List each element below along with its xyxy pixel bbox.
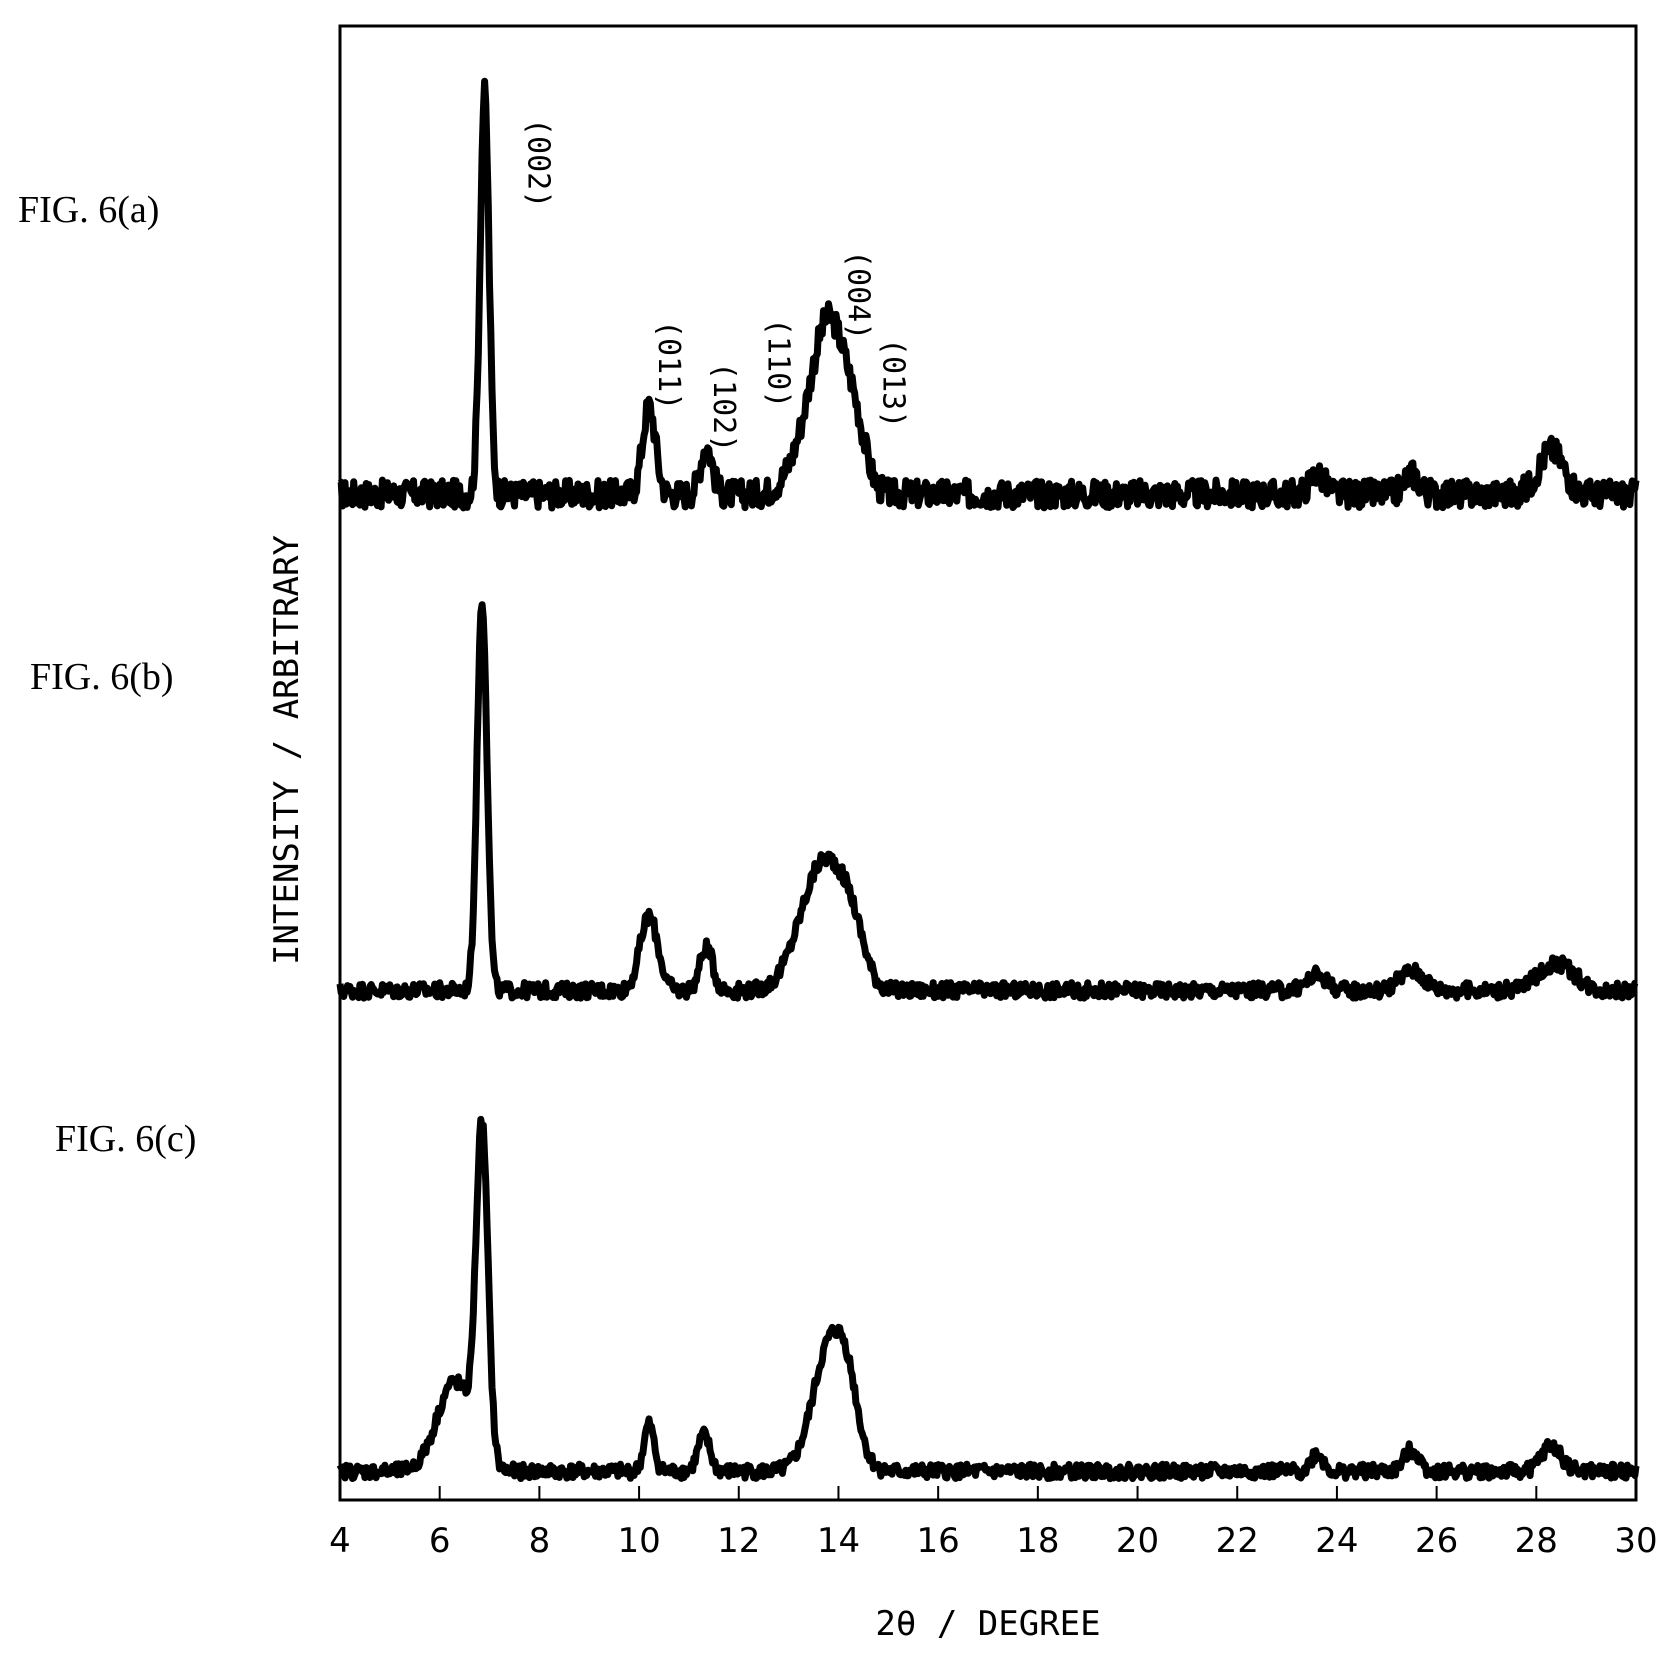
x-tick-label: 18 bbox=[1016, 1521, 1059, 1561]
x-tick-label: 20 bbox=[1116, 1521, 1159, 1561]
peak-label: (004) bbox=[840, 250, 875, 340]
peak-labels: (002) (011) (102) (110) (004)(013) bbox=[521, 118, 911, 452]
peak-label: (013) bbox=[875, 338, 910, 428]
peak-label: (011) bbox=[651, 320, 686, 410]
peak-label: (102) bbox=[706, 362, 741, 452]
series-group bbox=[336, 77, 1640, 1483]
x-tick-label: 28 bbox=[1515, 1521, 1558, 1561]
series-line-c bbox=[336, 1115, 1640, 1483]
x-tick-label: 16 bbox=[917, 1521, 960, 1561]
x-tick-label: 30 bbox=[1614, 1521, 1657, 1561]
figure-label-c: FIG. 6(c) bbox=[55, 1118, 197, 1160]
x-tick-label: 22 bbox=[1216, 1521, 1259, 1561]
x-tick-label: 4 bbox=[329, 1521, 351, 1561]
series-line-a bbox=[337, 77, 1640, 512]
plot-frame bbox=[338, 24, 1638, 1502]
x-axis-ticks bbox=[339, 1486, 1637, 1500]
x-tick-label: 14 bbox=[817, 1521, 860, 1561]
x-tick-label: 26 bbox=[1415, 1521, 1458, 1561]
x-axis-title: 2θ / DEGREE bbox=[875, 1604, 1100, 1644]
peak-label: (110) bbox=[761, 318, 796, 408]
x-tick-label: 8 bbox=[529, 1521, 551, 1561]
peak-label: (002) bbox=[521, 118, 556, 208]
figure-label-b: FIG. 6(b) bbox=[30, 656, 174, 698]
x-tick-label: 24 bbox=[1315, 1521, 1358, 1561]
x-tick-label: 6 bbox=[429, 1521, 451, 1561]
x-axis-tick-labels: 4 6 8 10 12 14 16 18 20 22 24 26 28 30 bbox=[329, 1521, 1657, 1561]
x-tick-label: 10 bbox=[617, 1521, 660, 1561]
x-tick-label: 12 bbox=[717, 1521, 760, 1561]
series-line-b bbox=[336, 601, 1639, 1002]
figure-label-a: FIG. 6(a) bbox=[18, 189, 160, 231]
y-axis-title: INTENSITY / ARBITRARY bbox=[267, 535, 307, 965]
